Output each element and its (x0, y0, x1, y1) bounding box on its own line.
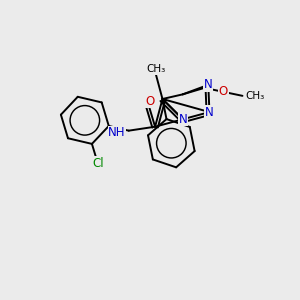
Text: Cl: Cl (93, 157, 104, 170)
Text: N: N (205, 106, 214, 118)
Text: NH: NH (108, 126, 126, 139)
Text: CH₃: CH₃ (245, 91, 265, 101)
Text: N: N (178, 113, 187, 126)
Text: CH₃: CH₃ (146, 64, 166, 74)
Text: O: O (145, 94, 154, 107)
Text: O: O (219, 85, 228, 98)
Text: N: N (178, 112, 187, 125)
Text: N: N (204, 78, 213, 91)
